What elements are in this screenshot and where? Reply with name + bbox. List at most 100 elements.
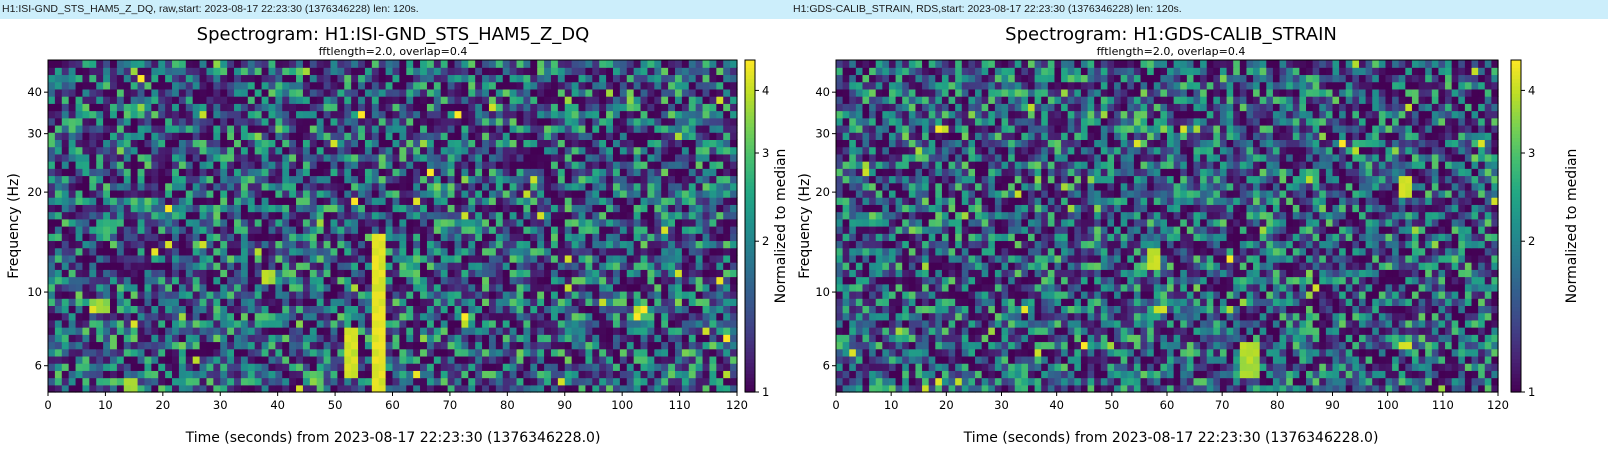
- heatmap-cell: [433, 283, 442, 292]
- heatmap-cell: [220, 262, 228, 270]
- heatmap-cell: [468, 290, 476, 299]
- heatmap-cell: [413, 327, 421, 335]
- heatmap-cell: [702, 124, 711, 133]
- heatmap-cell: [654, 363, 662, 371]
- heatmap-cell: [192, 312, 201, 321]
- heatmap-cell: [633, 110, 642, 119]
- heatmap-cell: [509, 96, 518, 104]
- heatmap-cell: [151, 146, 159, 155]
- heatmap-cell: [612, 168, 621, 177]
- heatmap-cell: [523, 240, 531, 249]
- heatmap-cell: [495, 363, 504, 371]
- heatmap-cell: [681, 370, 690, 379]
- heatmap-cell: [151, 254, 159, 263]
- heatmap-cell: [199, 189, 208, 198]
- heatmap-cell: [928, 370, 936, 379]
- heatmap-cell: [488, 81, 497, 90]
- heatmap-cell: [344, 269, 352, 278]
- colorbar-segment: [745, 207, 755, 212]
- heatmap-cell: [392, 269, 400, 278]
- heatmap-cell: [254, 341, 263, 350]
- heatmap-cell: [681, 189, 690, 198]
- heatmap-cell: [523, 132, 531, 140]
- heatmap-cell: [399, 341, 407, 350]
- heatmap-cell: [716, 139, 724, 148]
- heatmap-cell: [842, 384, 850, 393]
- heatmap-cell: [502, 327, 511, 335]
- heatmap-cell: [261, 175, 270, 184]
- heatmap-cell: [619, 312, 628, 321]
- heatmap-cell: [640, 312, 649, 321]
- heatmap-cell: [89, 319, 97, 328]
- heatmap-cell: [137, 168, 146, 177]
- heatmap-cell: [399, 74, 407, 83]
- heatmap-cell: [599, 74, 607, 83]
- heatmap-cell: [110, 189, 118, 198]
- heatmap-cell: [723, 161, 731, 169]
- heatmap-cell: [282, 290, 290, 299]
- heatmap-cell: [606, 204, 614, 213]
- heatmap-cell: [557, 110, 566, 119]
- heatmap-cell: [433, 153, 442, 162]
- heatmap-cell: [75, 161, 84, 169]
- heatmap-cell: [282, 124, 290, 133]
- heatmap-cell: [289, 269, 297, 278]
- heatmap-cell: [185, 218, 194, 227]
- heatmap-cell: [385, 211, 394, 220]
- heatmap-cell: [585, 117, 593, 126]
- heatmap-cell: [110, 298, 118, 306]
- heatmap-cell: [557, 276, 566, 285]
- heatmap-cell: [564, 341, 573, 350]
- heatmap-cell: [61, 305, 70, 314]
- heatmap-cell: [165, 67, 173, 76]
- heatmap-cell: [89, 175, 97, 184]
- heatmap-cell: [571, 182, 580, 191]
- heatmap-cell: [730, 110, 738, 119]
- heatmap-cell: [392, 96, 400, 104]
- heatmap-cell: [626, 204, 635, 213]
- heatmap-cell: [406, 124, 414, 133]
- heatmap-cell: [537, 204, 545, 213]
- heatmap-cell: [709, 254, 717, 263]
- heatmap-cell: [420, 117, 428, 126]
- heatmap-cell: [935, 370, 943, 379]
- heatmap-cell: [254, 233, 263, 242]
- heatmap-cell: [96, 254, 104, 263]
- heatmap-cell: [433, 218, 442, 227]
- heatmap-cell: [461, 117, 469, 126]
- heatmap-cell: [619, 161, 628, 169]
- heatmap-cell: [103, 254, 111, 263]
- heatmap-cell: [358, 132, 366, 140]
- heatmap-cell: [323, 182, 332, 191]
- heatmap-cell: [254, 298, 263, 306]
- heatmap-cell: [399, 312, 407, 321]
- heatmap-cell: [502, 139, 511, 148]
- heatmap-cell: [941, 384, 950, 393]
- heatmap-cell: [75, 168, 84, 177]
- heatmap-cell: [302, 262, 311, 270]
- heatmap-cell: [385, 348, 394, 357]
- heatmap-cell: [619, 81, 628, 90]
- heatmap-cell: [213, 146, 221, 155]
- heatmap-cell: [130, 305, 139, 314]
- heatmap-cell: [626, 211, 635, 220]
- heatmap-cell: [447, 312, 456, 321]
- heatmap-cell: [275, 262, 283, 270]
- heatmap-cell: [723, 319, 731, 328]
- heatmap-cell: [61, 67, 70, 76]
- heatmap-cell: [688, 132, 697, 140]
- colorbar-segment: [745, 115, 755, 120]
- heatmap-cell: [344, 139, 352, 148]
- heatmap-cell: [502, 132, 511, 140]
- heatmap-cell: [158, 74, 166, 83]
- heatmap-cell: [668, 247, 676, 256]
- heatmap-cell: [330, 276, 338, 285]
- heatmap-cell: [392, 161, 400, 169]
- heatmap-cell: [406, 139, 414, 148]
- heatmap-cell: [1425, 384, 1433, 393]
- heatmap-cell: [364, 298, 373, 306]
- heatmap-cell: [275, 247, 283, 256]
- heatmap-cell: [674, 319, 683, 328]
- heatmap-cell: [234, 384, 242, 393]
- heatmap-cell: [688, 290, 697, 299]
